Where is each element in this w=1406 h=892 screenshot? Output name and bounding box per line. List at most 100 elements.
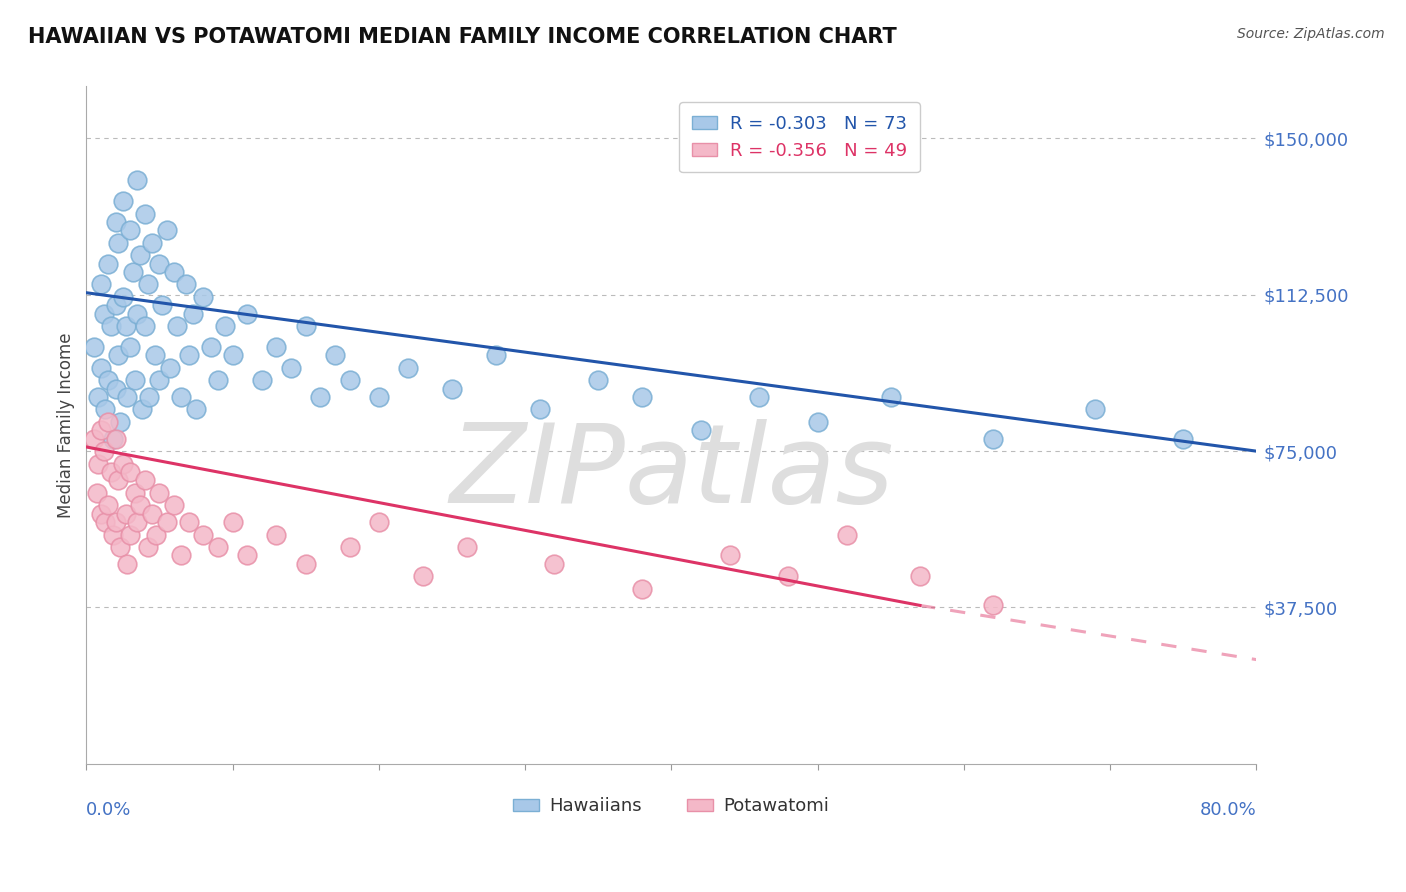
Point xyxy=(127,515,149,529)
Point xyxy=(367,390,389,404)
Point xyxy=(86,486,108,500)
Point xyxy=(111,194,134,208)
Point xyxy=(1084,402,1107,417)
Point xyxy=(148,256,170,270)
Point xyxy=(124,373,146,387)
Point xyxy=(145,527,167,541)
Point xyxy=(129,248,152,262)
Point xyxy=(100,465,122,479)
Point xyxy=(170,549,193,563)
Text: HAWAIIAN VS POTAWATOMI MEDIAN FAMILY INCOME CORRELATION CHART: HAWAIIAN VS POTAWATOMI MEDIAN FAMILY INC… xyxy=(28,27,897,46)
Point xyxy=(104,515,127,529)
Point xyxy=(748,390,770,404)
Point xyxy=(214,319,236,334)
Point xyxy=(97,373,120,387)
Point xyxy=(309,390,332,404)
Point xyxy=(543,557,565,571)
Point xyxy=(148,486,170,500)
Point xyxy=(111,290,134,304)
Point xyxy=(184,402,207,417)
Point xyxy=(280,360,302,375)
Point xyxy=(131,402,153,417)
Point xyxy=(266,340,288,354)
Point xyxy=(294,319,316,334)
Point xyxy=(87,457,110,471)
Point xyxy=(200,340,222,354)
Point xyxy=(141,235,163,250)
Point xyxy=(117,390,139,404)
Text: Source: ZipAtlas.com: Source: ZipAtlas.com xyxy=(1237,27,1385,41)
Point xyxy=(127,307,149,321)
Point xyxy=(129,499,152,513)
Point xyxy=(156,515,179,529)
Point xyxy=(148,373,170,387)
Point xyxy=(181,307,204,321)
Point xyxy=(236,549,259,563)
Text: ZIPatlas: ZIPatlas xyxy=(449,419,894,526)
Y-axis label: Median Family Income: Median Family Income xyxy=(58,333,75,518)
Point xyxy=(339,540,361,554)
Point xyxy=(108,540,131,554)
Point xyxy=(159,360,181,375)
Point xyxy=(221,348,243,362)
Point xyxy=(1173,432,1195,446)
Point xyxy=(250,373,273,387)
Point xyxy=(156,223,179,237)
Point xyxy=(107,348,129,362)
Point xyxy=(122,265,145,279)
Point xyxy=(807,415,830,429)
Point xyxy=(778,569,800,583)
Point xyxy=(90,423,112,437)
Point xyxy=(294,557,316,571)
Point xyxy=(339,373,361,387)
Point xyxy=(101,432,124,446)
Point xyxy=(718,549,741,563)
Point xyxy=(456,540,478,554)
Point xyxy=(981,432,1004,446)
Text: 0.0%: 0.0% xyxy=(86,801,132,819)
Point xyxy=(367,515,389,529)
Point xyxy=(104,382,127,396)
Point xyxy=(323,348,346,362)
Point xyxy=(120,527,142,541)
Point xyxy=(104,298,127,312)
Point xyxy=(93,307,115,321)
Point xyxy=(193,290,215,304)
Point xyxy=(124,486,146,500)
Point xyxy=(631,390,654,404)
Point xyxy=(90,507,112,521)
Point xyxy=(104,432,127,446)
Point xyxy=(97,256,120,270)
Point xyxy=(114,507,136,521)
Point xyxy=(87,390,110,404)
Point xyxy=(83,432,105,446)
Point xyxy=(143,348,166,362)
Point xyxy=(170,390,193,404)
Point xyxy=(97,499,120,513)
Point xyxy=(134,473,156,487)
Point xyxy=(266,527,288,541)
Point xyxy=(97,415,120,429)
Point xyxy=(163,265,186,279)
Point xyxy=(138,390,160,404)
Point xyxy=(236,307,259,321)
Point xyxy=(166,319,188,334)
Point xyxy=(207,373,229,387)
Point xyxy=(90,360,112,375)
Point xyxy=(207,540,229,554)
Point xyxy=(631,582,654,596)
Point xyxy=(485,348,508,362)
Point xyxy=(114,319,136,334)
Point xyxy=(94,402,117,417)
Point xyxy=(835,527,858,541)
Point xyxy=(193,527,215,541)
Point xyxy=(586,373,609,387)
Point xyxy=(177,348,200,362)
Point xyxy=(107,235,129,250)
Point xyxy=(529,402,551,417)
Legend: Hawaiians, Potawatomi: Hawaiians, Potawatomi xyxy=(506,790,837,822)
Point xyxy=(120,340,142,354)
Point xyxy=(93,444,115,458)
Text: 80.0%: 80.0% xyxy=(1199,801,1257,819)
Point xyxy=(174,277,197,292)
